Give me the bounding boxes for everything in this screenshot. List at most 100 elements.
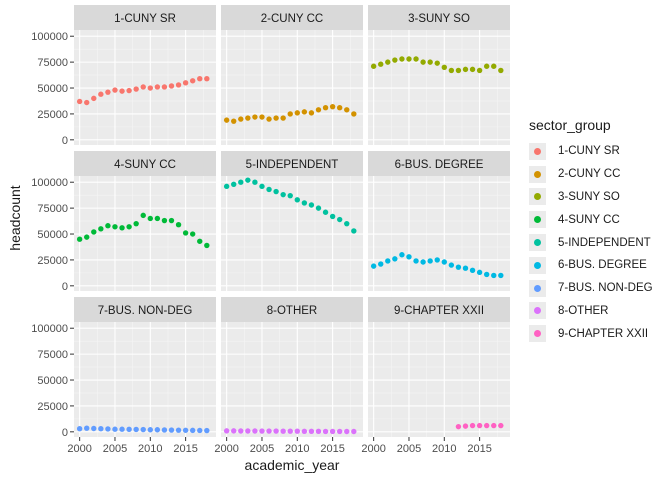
legend-label: 7-BUS. NON-DEG — [558, 282, 653, 295]
data-point — [294, 110, 300, 116]
data-point — [498, 422, 504, 429]
data-point — [189, 78, 196, 84]
data-point — [161, 84, 168, 90]
data-point — [344, 428, 350, 435]
facet-strip-label: 8-OTHER — [267, 305, 317, 317]
data-point — [287, 192, 293, 199]
legend-label: 6-BUS. DEGREE — [558, 259, 647, 272]
data-point — [182, 427, 189, 433]
data-point — [476, 67, 483, 74]
legend-key — [529, 325, 546, 343]
data-point — [76, 236, 83, 242]
data-point — [119, 426, 125, 432]
data-point — [238, 179, 244, 185]
legend-label: 4-SUNY CC — [558, 213, 620, 226]
x-tick-label: 2000 — [361, 443, 385, 455]
data-point — [462, 423, 469, 429]
data-point — [154, 427, 161, 433]
data-point — [266, 428, 272, 434]
x-tick-label: 2010 — [432, 443, 456, 455]
data-point — [491, 422, 497, 429]
data-point — [315, 107, 322, 113]
data-point — [329, 213, 336, 220]
data-point — [351, 428, 357, 435]
y-tick-label: 75000 — [37, 349, 68, 361]
data-point — [301, 428, 308, 435]
data-point — [385, 258, 391, 264]
legend-dot — [534, 216, 541, 224]
facet-strip-label: 5-INDEPENDENT — [246, 159, 339, 171]
data-point — [161, 427, 168, 433]
data-point — [441, 64, 447, 70]
x-tick-label: 2015 — [320, 443, 344, 455]
legend-dot — [534, 193, 541, 201]
x-tick-label: 2015 — [173, 443, 197, 455]
legend-item: 1-CUNY SR — [521, 140, 666, 163]
data-point — [469, 267, 476, 273]
data-point — [245, 177, 251, 183]
x-tick-label: 2005 — [250, 443, 274, 455]
legend-key — [529, 188, 546, 206]
data-point — [147, 427, 153, 433]
data-point — [91, 425, 97, 432]
data-point — [427, 59, 433, 65]
data-point — [476, 269, 483, 276]
y-tick-label: 50000 — [37, 229, 68, 241]
legend-dot — [534, 239, 541, 247]
data-point — [329, 428, 336, 435]
facet-strip — [368, 151, 510, 176]
data-point — [455, 264, 462, 270]
data-point — [98, 91, 104, 97]
data-point — [273, 115, 279, 121]
data-point — [406, 254, 412, 260]
data-point — [197, 427, 203, 434]
data-point — [223, 117, 230, 123]
data-point — [476, 422, 483, 429]
data-point — [133, 86, 139, 92]
legend-key — [529, 302, 546, 320]
legend-label: 3-SUNY SO — [558, 190, 620, 203]
legend: sector_group 1-CUNY SR 2-CUNY CC 3-SUNY SO… — [521, 117, 666, 345]
x-tick-label: 2000 — [67, 443, 91, 455]
data-point — [280, 115, 286, 121]
facet-strip — [74, 5, 216, 30]
data-point — [204, 242, 210, 249]
data-point — [238, 116, 244, 122]
facet-strip — [221, 151, 363, 176]
data-point — [483, 271, 490, 278]
x-axis-title: academic_year — [245, 457, 340, 473]
data-point — [498, 67, 504, 74]
data-point — [223, 428, 230, 434]
data-point — [189, 427, 196, 434]
data-point — [119, 225, 125, 231]
data-point — [469, 422, 476, 429]
data-point — [441, 259, 447, 265]
data-point — [491, 272, 497, 279]
data-point — [84, 99, 90, 106]
data-point — [84, 425, 90, 431]
data-point — [498, 272, 504, 279]
data-point — [168, 83, 175, 89]
y-tick-label: 100000 — [31, 31, 68, 43]
data-point — [406, 56, 412, 62]
data-point — [238, 428, 244, 434]
data-point — [392, 57, 398, 63]
legend-key — [529, 211, 546, 229]
data-point — [427, 258, 433, 264]
y-tick-label: 0 — [62, 281, 68, 293]
data-point — [147, 85, 153, 91]
data-point — [154, 215, 161, 222]
data-point — [455, 67, 462, 74]
data-point — [448, 67, 455, 74]
data-point — [329, 103, 336, 110]
data-point — [231, 118, 237, 124]
data-point — [197, 238, 203, 244]
data-point — [252, 428, 258, 434]
x-tick-label: 2015 — [467, 443, 491, 455]
y-tick-label: 25000 — [37, 255, 68, 267]
y-axis-title: headcount — [7, 185, 23, 251]
data-point — [322, 105, 329, 111]
y-tick-label: 0 — [62, 427, 68, 439]
facet-strip-label: 6-BUS. DEGREE — [395, 159, 484, 171]
data-point — [223, 183, 230, 190]
